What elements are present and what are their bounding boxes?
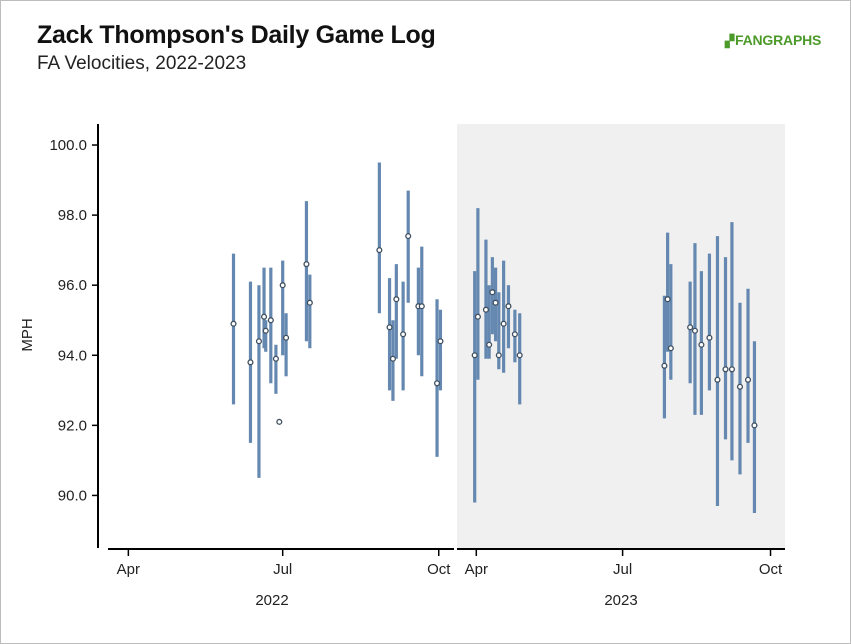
average-velocity-point xyxy=(486,341,493,348)
average-velocity-point xyxy=(303,261,310,268)
average-velocity-point xyxy=(516,352,523,359)
average-velocity-point xyxy=(500,320,507,327)
average-velocity-point xyxy=(751,422,758,429)
average-velocity-point xyxy=(433,380,441,387)
x-tick-label: Oct xyxy=(427,561,451,578)
average-velocity-point xyxy=(728,366,735,373)
average-velocity-point xyxy=(744,376,752,383)
average-velocity-point xyxy=(418,303,425,310)
average-velocity-point xyxy=(267,317,274,324)
velocity-ranges xyxy=(231,162,757,513)
average-velocity-point xyxy=(698,341,705,348)
average-velocity-point xyxy=(736,383,744,390)
average-velocity-point xyxy=(272,355,279,362)
panel-label-2022: 2022 xyxy=(255,592,288,609)
average-velocity-point xyxy=(376,247,383,254)
average-velocity-point xyxy=(482,306,489,313)
chart-subtitle: FA Velocities, 2022-2023 xyxy=(37,53,247,74)
x-tick-label: Jul xyxy=(613,561,632,578)
average-velocity-point xyxy=(661,362,668,369)
x-tick-label: Oct xyxy=(759,561,783,578)
average-velocity-point xyxy=(667,345,674,352)
average-velocity-point xyxy=(262,327,269,334)
average-velocity-point xyxy=(495,352,502,359)
panel-label-2023: 2023 xyxy=(604,592,637,609)
chart-title: Zack Thompson's Daily Game Log xyxy=(37,21,436,49)
average-velocity-point xyxy=(489,289,496,296)
panel-2023-background xyxy=(457,124,785,548)
average-velocity-point xyxy=(492,299,499,306)
average-velocity-point xyxy=(306,299,313,306)
average-velocity-point xyxy=(722,366,729,373)
average-velocity-point xyxy=(255,338,263,345)
average-velocity-point xyxy=(230,320,237,327)
average-velocity-point xyxy=(437,338,444,345)
y-tick-label: 96.0 xyxy=(58,277,87,294)
x-tick-label: Jul xyxy=(273,561,292,578)
average-velocity-point xyxy=(706,334,713,341)
y-axis: 90.0 92.0 94.0 96.0 98.0 100.0 xyxy=(49,124,99,548)
average-velocity-point xyxy=(393,296,400,303)
average-velocity-point xyxy=(505,303,512,310)
average-velocity-point xyxy=(471,352,478,359)
y-tick-label: 94.0 xyxy=(58,347,87,364)
average-velocity-point xyxy=(279,282,286,289)
average-velocity-point xyxy=(687,324,694,331)
y-tick-label: 92.0 xyxy=(58,417,87,434)
average-velocity-point xyxy=(714,376,721,383)
average-velocity-point xyxy=(405,233,412,240)
logo-mark-icon: ▞ xyxy=(725,34,735,48)
x-axes: Apr Jul Oct Apr Jul Oct xyxy=(108,548,785,578)
x-tick-label: Apr xyxy=(117,561,140,578)
average-velocity-point xyxy=(511,331,518,338)
average-velocity-point xyxy=(260,313,268,320)
logo-text: FANGRAPHS xyxy=(735,32,822,48)
average-velocity-point xyxy=(691,327,699,334)
average-velocity-point xyxy=(386,324,393,331)
y-tick-label: 98.0 xyxy=(58,207,87,224)
average-velocity-point xyxy=(389,355,396,362)
average-velocity-point xyxy=(400,331,407,338)
average-velocity-point xyxy=(276,418,283,425)
average-velocity-point xyxy=(474,313,481,320)
y-tick-label: 100.0 xyxy=(49,137,87,154)
x-tick-label: Apr xyxy=(465,561,488,578)
average-velocity-point xyxy=(247,359,254,366)
fangraphs-logo: ▞FANGRAPHS xyxy=(725,32,821,48)
average-velocity-point xyxy=(283,334,290,341)
y-axis-label: MPH xyxy=(19,318,36,351)
average-velocity-point xyxy=(664,296,671,303)
y-tick-label: 90.0 xyxy=(58,487,87,504)
average-velocity-dots xyxy=(230,233,758,429)
